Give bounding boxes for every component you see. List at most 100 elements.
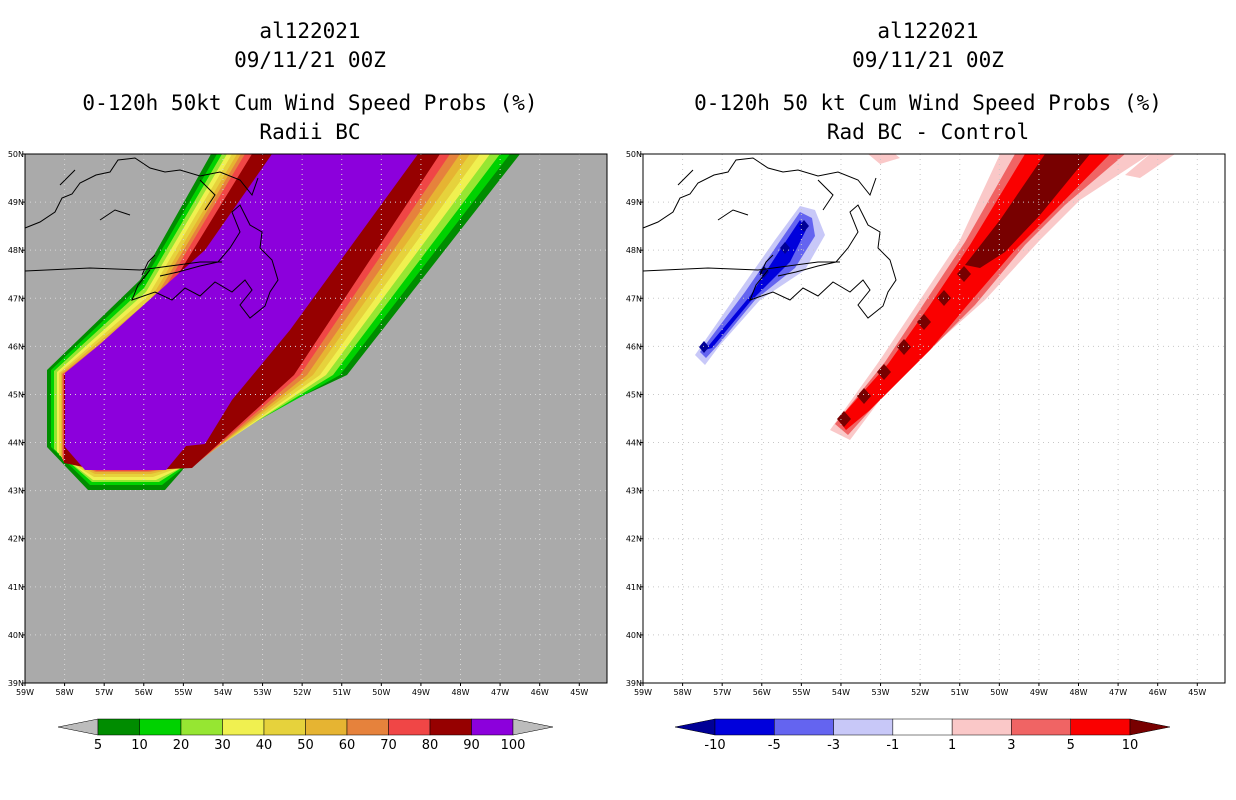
- lat-label: 44N: [626, 439, 642, 448]
- colorbar-label: 60: [339, 738, 356, 753]
- colorbar-swatch: [774, 718, 834, 736]
- right-colorbar: -10 -5 -3 -1 1 3 5 10: [674, 718, 1171, 753]
- lon-label: 47W: [1109, 688, 1127, 697]
- left-lon-labels: 59W 58W 57W 56W 55W 54W 53W 52W 51W 50W 49W 48W 47W 4…: [16, 683, 588, 697]
- lat-label: 41N: [8, 583, 24, 592]
- right-map-background: [643, 154, 1225, 683]
- lat-label: 48N: [626, 246, 642, 255]
- lon-label: 48W: [1069, 688, 1087, 697]
- lat-label: 39N: [626, 679, 642, 688]
- lat-label: 40N: [8, 631, 24, 640]
- lon-label: 57W: [713, 688, 731, 697]
- left-map-frame: [24, 153, 608, 684]
- lon-label: 56W: [753, 688, 771, 697]
- lon-label: 52W: [911, 688, 929, 697]
- right-lat-labels: 39N 40N 41N 42N 43N 44N 45N 46N 47N 48N 49N 50N: [626, 150, 643, 688]
- lon-label: 48W: [451, 688, 469, 697]
- lon-label: 59W: [16, 688, 34, 697]
- right-storm-id: al122021: [877, 19, 979, 43]
- colorbar-label: -3: [827, 738, 840, 753]
- lon-label: 51W: [333, 688, 351, 697]
- lat-label: 39N: [8, 679, 24, 688]
- right-map-frame: [642, 153, 1226, 684]
- lon-label: 49W: [1030, 688, 1048, 697]
- colorbar-label: 90: [463, 738, 480, 753]
- lat-label: 49N: [8, 198, 24, 207]
- lon-label: 53W: [872, 688, 890, 697]
- lon-label: 45W: [570, 688, 588, 697]
- lat-label: 43N: [626, 487, 642, 496]
- lat-label: 44N: [8, 439, 24, 448]
- left-subtitle: Radii BC: [259, 120, 361, 144]
- colorbar-over-triangle: [1129, 718, 1171, 736]
- lat-label: 50N: [8, 150, 24, 159]
- lon-label: 57W: [95, 688, 113, 697]
- colorbar-label: 5: [1067, 738, 1075, 753]
- colorbar-label: 50: [297, 738, 314, 753]
- red-track-diamond: [857, 388, 871, 404]
- lat-label: 46N: [626, 342, 642, 351]
- lat-label: 41N: [626, 583, 642, 592]
- colorbar-label: 1: [948, 738, 956, 753]
- lat-label: 42N: [626, 535, 642, 544]
- left-coastline: [24, 157, 279, 319]
- lon-label: 55W: [174, 688, 192, 697]
- lat-label: 47N: [626, 294, 642, 303]
- left-lat-labels: 39N 40N 41N 42N 43N 44N 45N 46N 47N 48N 49N 50N: [8, 150, 25, 688]
- colorbar-swatch: [1070, 718, 1131, 736]
- colorbar-label: -1: [886, 738, 899, 753]
- red-track-diamond: [957, 266, 971, 282]
- right-subtitle: Rad BC - Control: [826, 120, 1030, 144]
- lon-label: 59W: [634, 688, 652, 697]
- lat-label: 49N: [626, 198, 642, 207]
- lat-label: 46N: [8, 342, 24, 351]
- lon-label: 45W: [1188, 688, 1206, 697]
- red-track-diamond: [917, 314, 931, 330]
- lon-label: 58W: [674, 688, 692, 697]
- colorbar-label: 10: [131, 738, 148, 753]
- lon-label: 54W: [832, 688, 850, 697]
- colorbar-over-triangle: [512, 718, 554, 736]
- colorbar-label: -5: [768, 738, 781, 753]
- lon-label: 50W: [372, 688, 390, 697]
- left-grid: [25, 154, 607, 683]
- lat-label: 47N: [8, 294, 24, 303]
- lat-label: 45N: [626, 390, 642, 399]
- lon-label: 46W: [1149, 688, 1167, 697]
- left-colorbar: 5 10 20 30 40 50 60 70 80 90 100: [57, 718, 554, 753]
- lon-label: 51W: [951, 688, 969, 697]
- red-track-diamond: [877, 364, 891, 380]
- lat-label: 43N: [8, 487, 24, 496]
- lat-label: 45N: [8, 390, 24, 399]
- colorbar-swatch: [1011, 718, 1071, 736]
- colorbar-swatch: [833, 718, 894, 736]
- right-coastline: [642, 157, 897, 319]
- colorbar-label: 3: [1007, 738, 1015, 753]
- colorbar-label: 5: [94, 738, 102, 753]
- colorbar-swatch: [892, 718, 953, 736]
- left-storm-id: al122021: [259, 19, 361, 43]
- lon-label: 52W: [293, 688, 311, 697]
- colorbar-label: -10: [704, 738, 725, 753]
- colorbar-label: 100: [501, 738, 526, 753]
- red-track-diamond: [897, 339, 911, 355]
- lon-label: 55W: [792, 688, 810, 697]
- colorbar-label: 20: [173, 738, 190, 753]
- right-title: 0-120h 50 kt Cum Wind Speed Probs (%): [694, 91, 1162, 115]
- lat-label: 50N: [626, 150, 642, 159]
- lon-label: 46W: [531, 688, 549, 697]
- left-panel-title: al122021 09/11/21 00Z 0-120h 50kt Cum Wi…: [30, 17, 590, 147]
- colorbar-label: 40: [256, 738, 273, 753]
- left-title: 0-120h 50kt Cum Wind Speed Probs (%): [82, 91, 538, 115]
- blue-track-diamond: [699, 341, 709, 353]
- lon-label: 58W: [56, 688, 74, 697]
- lat-label: 48N: [8, 246, 24, 255]
- left-probability-swath: [47, 154, 520, 490]
- colorbar-under-triangle: [674, 718, 716, 736]
- colorbar-swatch: [714, 718, 775, 736]
- lat-label: 42N: [8, 535, 24, 544]
- lon-label: 47W: [491, 688, 509, 697]
- right-lon-labels: 59W 58W 57W 56W 55W 54W 53W 52W 51W 50W 49W 48W 47W 4…: [634, 683, 1206, 697]
- lon-label: 56W: [135, 688, 153, 697]
